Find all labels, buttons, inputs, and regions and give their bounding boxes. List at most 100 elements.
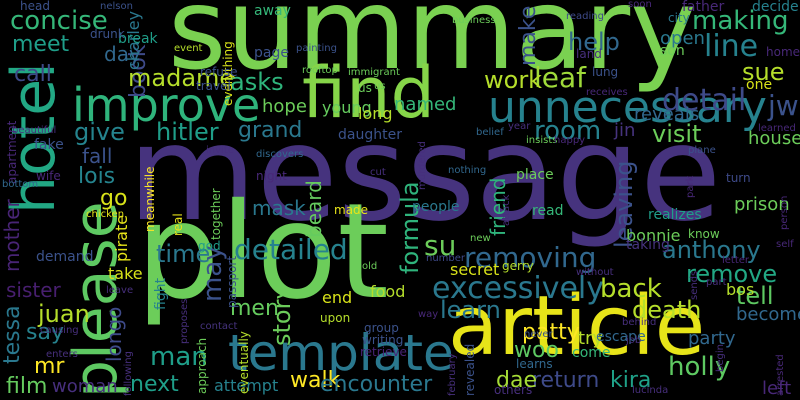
word-tell: tell xyxy=(736,282,774,310)
word-unnecessary: unnecessary xyxy=(488,82,767,133)
word-gerry: gerry xyxy=(502,259,534,273)
word-land: land xyxy=(576,47,602,61)
word-reading: reading xyxy=(566,11,604,22)
word-beautiful: beautiful xyxy=(12,125,57,136)
word-painting: painting xyxy=(296,43,337,54)
word-demand: demand xyxy=(36,249,94,265)
word-back: back xyxy=(600,274,662,304)
word-encounter: encounter xyxy=(320,372,433,397)
word-nothing: nothing xyxy=(448,165,487,176)
word-nelson: nelson xyxy=(100,1,133,12)
word-lois: lois xyxy=(78,164,116,189)
word-visit: visit xyxy=(652,120,702,148)
word-message: message xyxy=(128,97,722,251)
word-food: food xyxy=(370,282,406,301)
word-end: end xyxy=(322,288,353,307)
word-holly: holly xyxy=(668,352,731,382)
word-longo: longo xyxy=(102,306,126,362)
word-person: person xyxy=(779,195,790,230)
word-jin: jin xyxy=(614,120,636,141)
word-make: make xyxy=(516,5,541,66)
word-meanwhile: meanwhile xyxy=(143,166,157,232)
word-learns: learns xyxy=(516,357,553,371)
word-removing: removing xyxy=(464,241,597,274)
word-left: left xyxy=(762,378,792,399)
word-man: man xyxy=(150,342,208,372)
word-sue: sue xyxy=(742,58,785,86)
word-attempt: attempt xyxy=(214,376,279,395)
word-park: park xyxy=(685,175,696,198)
word-wife: wife xyxy=(36,169,61,183)
word-woman: woman xyxy=(52,376,118,397)
word-take: take xyxy=(108,264,143,283)
word-detailed: detailed xyxy=(234,233,348,266)
word-away: away xyxy=(254,3,291,19)
word-sends: sends xyxy=(689,270,700,300)
word-god: god xyxy=(198,239,221,253)
word-asks: asks xyxy=(230,68,284,96)
word-su: su xyxy=(424,229,457,262)
word-taking: taking xyxy=(626,237,670,253)
word-break: break xyxy=(118,31,158,47)
word-attack: attack xyxy=(501,194,512,226)
word-group: group xyxy=(364,321,399,335)
word-learn: learn xyxy=(440,296,501,324)
word-party: party xyxy=(688,328,736,349)
word-sister: sister xyxy=(6,278,61,302)
word-job: job xyxy=(626,335,642,346)
word-return: return xyxy=(532,368,600,393)
word-article: article xyxy=(448,279,706,374)
word-day: day xyxy=(104,42,141,66)
word-people: people xyxy=(412,199,460,215)
word-passport: passport xyxy=(225,255,239,308)
word-arrested: arrested xyxy=(775,354,786,396)
word-anthony: anthony xyxy=(662,236,761,264)
word-made: made xyxy=(334,203,369,217)
word-meet: meet xyxy=(12,32,70,57)
word-enters: enters xyxy=(46,349,78,360)
word-house: house xyxy=(748,128,800,149)
word-never: never xyxy=(524,329,553,340)
word-turn: turn xyxy=(726,171,751,185)
word-excessively: excessively xyxy=(432,271,605,306)
word-contact: contact xyxy=(200,321,238,332)
word-try: try xyxy=(578,328,604,349)
word-dae: dae xyxy=(496,368,537,393)
word-fake: fake xyxy=(34,137,64,153)
word-old: old xyxy=(362,261,378,272)
word-lung: lung xyxy=(592,65,619,79)
word-become: become xyxy=(736,304,800,325)
word-remove: remove xyxy=(686,260,778,288)
word-us: us xyxy=(358,81,372,95)
word-long: long xyxy=(358,104,393,123)
word-year: year xyxy=(508,121,531,132)
word-escape: escape xyxy=(596,329,646,345)
word-business: business xyxy=(452,15,496,26)
word-rooftop: rooftop xyxy=(302,65,338,76)
word-call: call xyxy=(14,62,52,87)
word-bottom: bottom xyxy=(2,179,39,190)
word-juan: juan xyxy=(38,300,90,328)
word-others: others xyxy=(494,383,533,397)
word-men: men xyxy=(230,296,279,321)
word-reveals: reveals xyxy=(634,104,700,125)
word-daughter: daughter xyxy=(338,127,402,143)
word-improve: improve xyxy=(72,78,261,132)
word-named: named xyxy=(394,94,457,115)
word-mr: mr xyxy=(34,354,65,379)
word-page: page xyxy=(254,45,289,61)
word-home: home xyxy=(766,45,800,59)
word-madame: madame xyxy=(128,64,235,92)
word-drunk: drunk xyxy=(90,27,125,41)
word-leave: leave xyxy=(106,285,134,296)
word-leaf: leaf xyxy=(534,61,587,94)
word-go: go xyxy=(100,186,128,211)
word-plot: plot xyxy=(136,175,389,329)
word-approach: approach xyxy=(195,337,209,394)
word-father: father xyxy=(682,0,725,15)
word-retrieve: retrieve xyxy=(360,345,407,359)
word-immigrant: immigrant xyxy=(348,67,400,78)
word-fall: fall xyxy=(82,144,113,168)
word-son: son xyxy=(660,43,685,59)
